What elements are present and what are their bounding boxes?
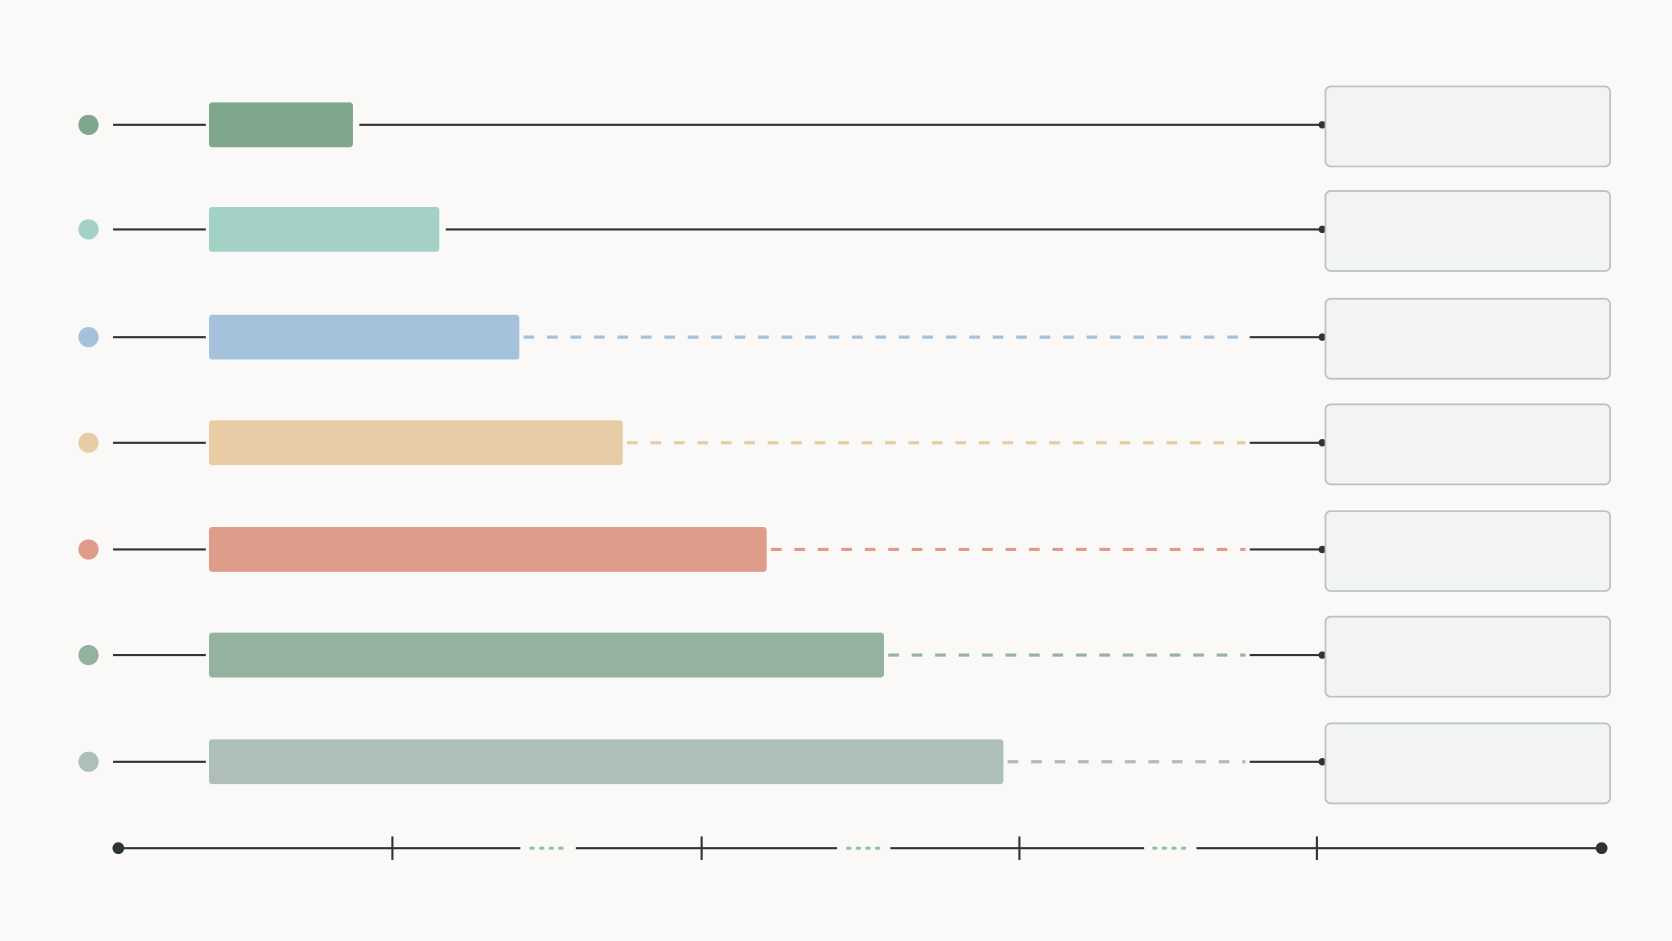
row-dot [78,114,99,135]
label-box [1324,85,1612,168]
label-box [1324,510,1612,592]
connector-end [1318,225,1326,234]
axis-end [1595,842,1608,855]
label-box [1324,190,1612,272]
rows [78,85,1612,805]
bar [209,102,353,148]
bar [209,314,520,360]
label-box [1324,297,1612,380]
row-dot [78,539,99,560]
bar [209,420,623,466]
label-box [1324,615,1612,698]
row-dot [78,219,99,240]
connector-end [1318,758,1326,766]
bar [209,632,884,678]
row-dot [78,432,99,453]
row-dot [78,751,99,772]
label-box [1324,722,1612,805]
connector-end [1318,545,1326,554]
bar [209,206,440,252]
row-dot [78,644,99,666]
connector-end [1318,121,1326,129]
row-dot [78,327,99,348]
connector-end [1318,333,1326,341]
bottom-axis [118,836,1602,860]
label-box [1324,403,1612,486]
bar [209,527,767,572]
connector-end [1318,651,1326,659]
axis-end [112,842,125,855]
bar [209,739,1004,785]
connector-end [1318,439,1326,447]
